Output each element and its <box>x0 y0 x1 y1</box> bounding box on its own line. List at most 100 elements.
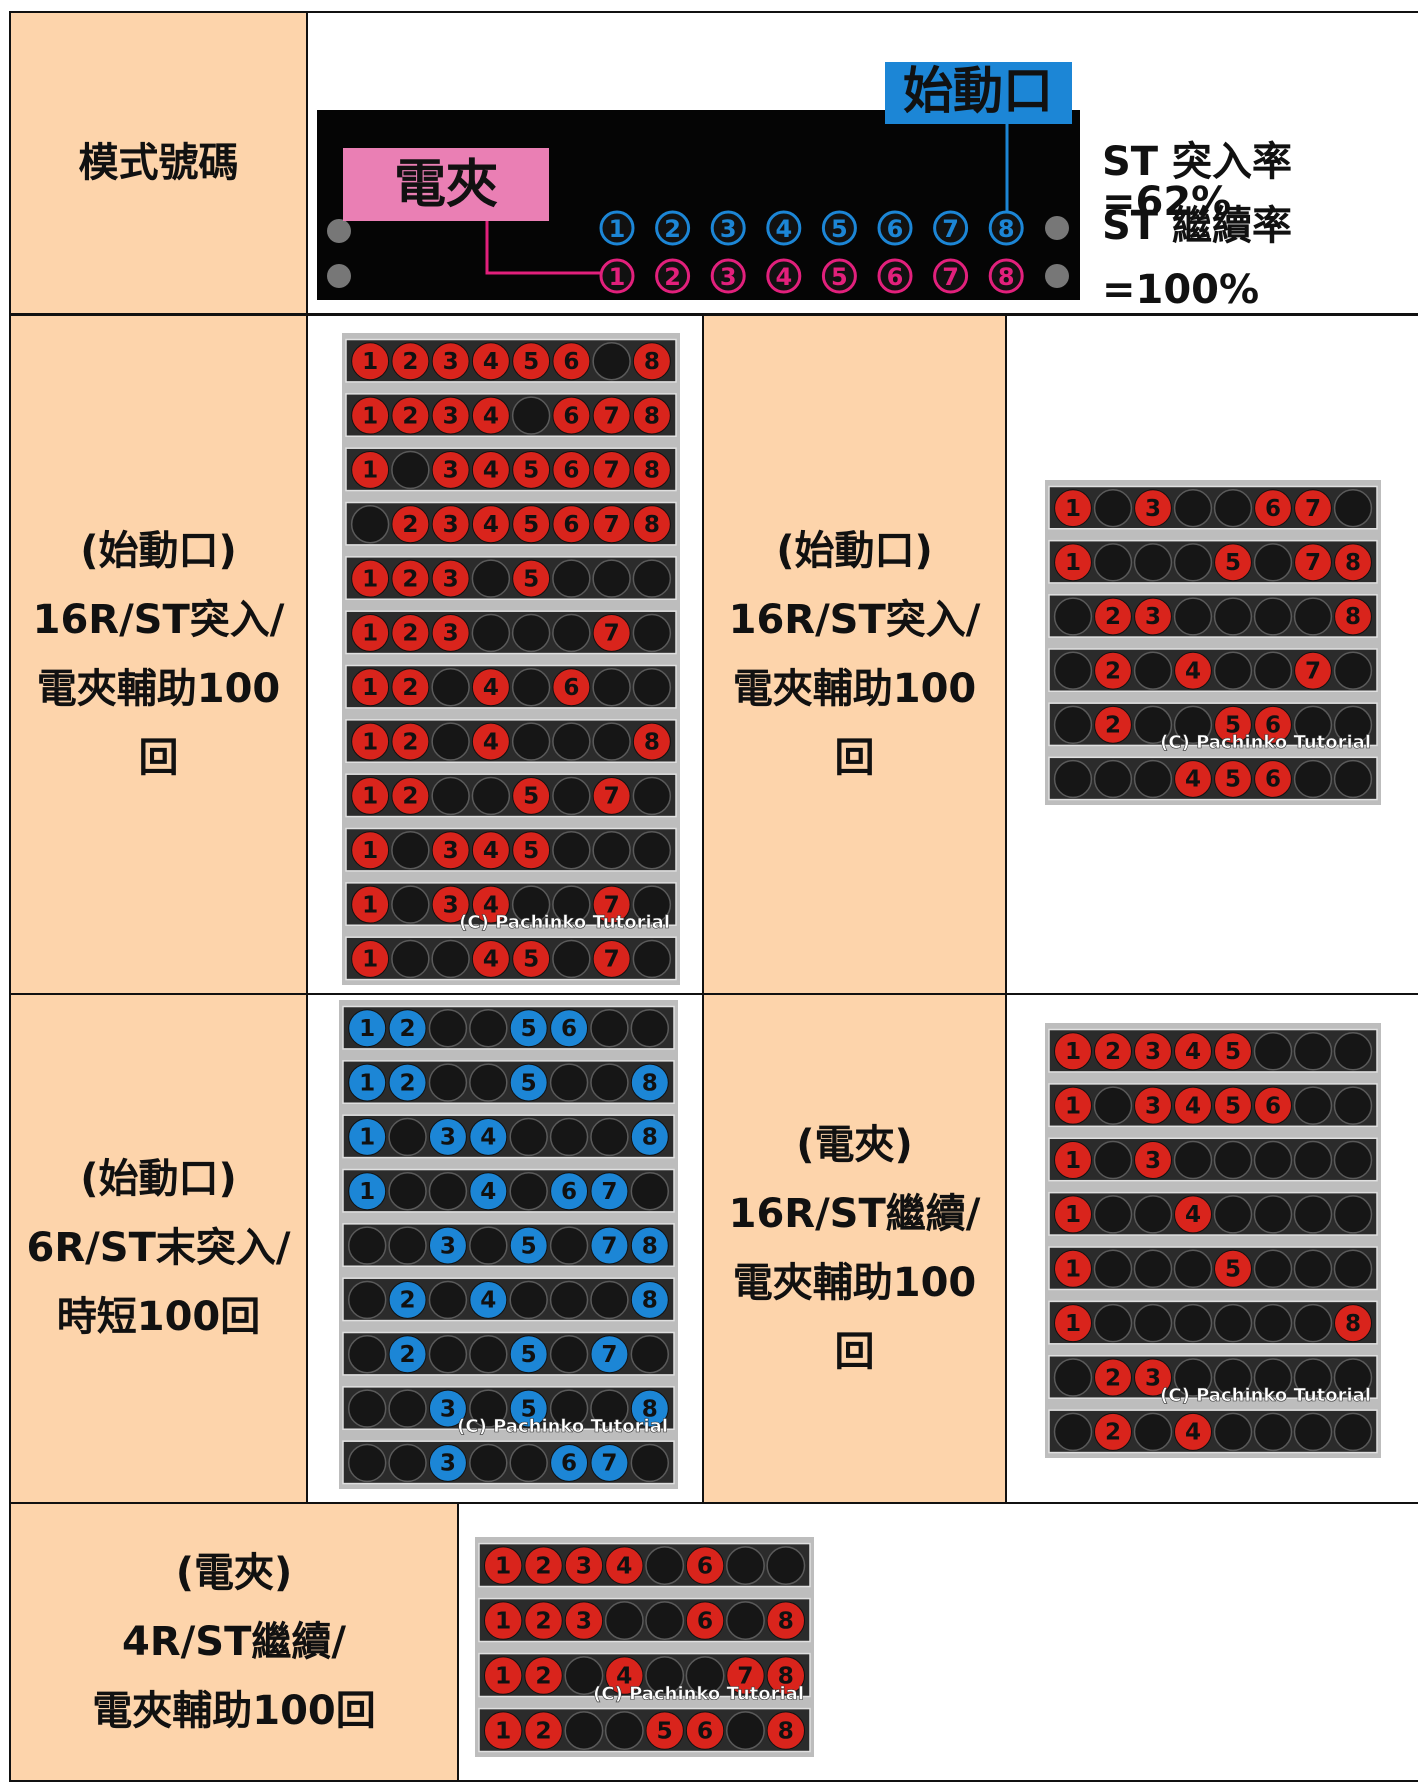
lamp-on <box>550 1172 589 1211</box>
lamp-on <box>1134 1141 1172 1180</box>
lamp-off <box>590 1063 629 1102</box>
lamp-number: 5 <box>523 349 539 375</box>
lamp-patterns: 1 2 3 4 5 6 81 2 3 4 6 7 81 3 4 5 6 7 82 3 4 5 6 7 81 2 3 51 2 3 71 2 4 6… <box>342 333 680 985</box>
lamp-on <box>564 1546 604 1585</box>
lamp-number: 3 <box>440 1451 456 1477</box>
lamp-on <box>550 1009 589 1048</box>
lamp-on <box>351 668 390 707</box>
lamp-number: 1 <box>1065 1202 1081 1228</box>
lamp-off <box>428 1280 468 1320</box>
lamp-on <box>1334 597 1372 636</box>
lamp-on <box>1094 597 1132 636</box>
lamp-number: 2 <box>1105 658 1121 684</box>
lamp-off <box>1333 1412 1373 1452</box>
lamp-number: 1 <box>1065 550 1081 576</box>
lamp-number: 1 <box>362 892 378 918</box>
lamp-number: 5 <box>831 215 848 243</box>
lamp-off <box>1213 651 1253 690</box>
lamp-on <box>512 559 551 598</box>
lamp-off <box>1213 1412 1253 1452</box>
lamp-number: 3 <box>443 458 459 484</box>
lamp <box>655 258 691 294</box>
lamp-on <box>1094 1032 1132 1071</box>
lamp-on <box>1054 1086 1092 1125</box>
lamp-on <box>348 1009 387 1048</box>
lamp-number: 1 <box>495 1606 511 1634</box>
lamp-on <box>428 1389 467 1428</box>
lamp-number: 5 <box>521 1016 537 1042</box>
lamp-number: 1 <box>362 729 378 755</box>
lamp-on <box>685 1711 725 1750</box>
lamp-on <box>1294 543 1332 582</box>
lamp-number: 3 <box>720 263 737 291</box>
lamp-number: 1 <box>1065 1311 1081 1337</box>
lamp-on <box>428 1226 467 1265</box>
lamp-number: 2 <box>535 1661 551 1689</box>
lamp-on <box>1294 489 1332 528</box>
start-label: 始動口 <box>903 62 1053 120</box>
lamp-number: 6 <box>1265 496 1281 522</box>
lamp-off <box>1253 1412 1293 1452</box>
lamp-on <box>592 505 631 544</box>
lamp-off <box>428 1335 468 1374</box>
lamp-number: 2 <box>664 263 681 291</box>
lamp-number: 3 <box>443 621 459 647</box>
lamp-off <box>469 1389 508 1428</box>
lamp-off <box>388 1117 427 1157</box>
lamp-off <box>549 1063 589 1102</box>
lamp-on <box>469 1280 508 1319</box>
lamp-number: 8 <box>644 458 660 484</box>
lamp-number: 4 <box>483 458 499 484</box>
lamp-on <box>552 396 591 435</box>
lamp-off <box>391 885 430 924</box>
lamp-off <box>552 776 591 816</box>
lamp-off <box>350 505 390 544</box>
lamp-off <box>645 1546 685 1586</box>
lamp-off <box>388 1226 427 1265</box>
lamp-off <box>1293 1032 1333 1071</box>
lamp-number: 3 <box>1145 604 1161 630</box>
lamp-number: 2 <box>402 729 418 755</box>
lamp-number: 2 <box>535 1606 551 1634</box>
lamp-number: 6 <box>887 215 904 243</box>
lamp <box>933 258 969 294</box>
lamp-on <box>431 885 470 924</box>
lamp-on <box>564 1601 604 1640</box>
lamp-on <box>1134 597 1172 636</box>
lamp-off <box>725 1546 765 1586</box>
lamp-on <box>685 1601 725 1640</box>
lamp-off <box>509 1172 548 1211</box>
lamp-off <box>1293 1303 1333 1343</box>
lamp-off <box>471 613 511 653</box>
lamp-on <box>483 1546 523 1585</box>
lamp-on <box>1094 705 1132 744</box>
lamp-on <box>388 1063 427 1102</box>
lamp-off <box>1333 1249 1373 1289</box>
lamp-on <box>1174 651 1212 690</box>
lamp-number: 2 <box>402 403 418 429</box>
lamp-number: 4 <box>483 838 499 864</box>
lamp-on <box>630 1389 669 1428</box>
lamp-number: 8 <box>642 1288 658 1314</box>
mode-label-cell: (始動口) 6R/ST末突入/時短100回 <box>9 993 308 1504</box>
lamp-number: 8 <box>778 1716 794 1744</box>
lamp-number: 2 <box>400 1342 416 1368</box>
lamp-on <box>351 939 390 978</box>
lamp-number: 2 <box>402 621 418 647</box>
lamp-off <box>1333 1140 1373 1180</box>
lamp-off <box>469 1063 508 1102</box>
lamp-number: 5 <box>521 1070 537 1096</box>
hole <box>1045 264 1069 288</box>
lamp-on <box>509 1389 548 1428</box>
lamp-off <box>632 939 672 979</box>
lamp-number: 6 <box>561 1451 577 1477</box>
lamp-number: 5 <box>1225 1257 1241 1283</box>
mode-label-line: 電夾輔助100回 <box>92 1687 376 1734</box>
lamp-on <box>685 1546 725 1585</box>
lamp-number: 1 <box>609 215 626 243</box>
lamp-off <box>552 722 591 761</box>
lamp-on <box>1214 760 1252 798</box>
lamp-on <box>351 885 390 924</box>
lamp-number: 4 <box>480 1288 496 1314</box>
lamp-number: 6 <box>1265 767 1281 793</box>
